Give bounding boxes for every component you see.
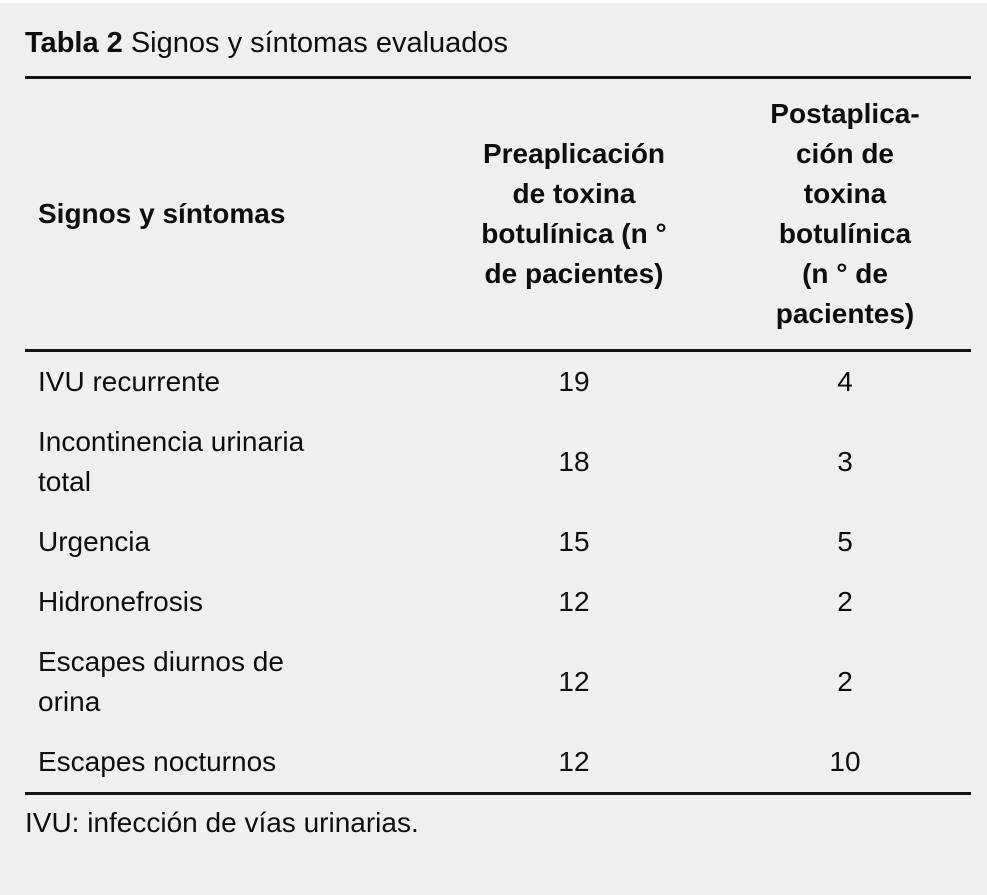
table-footnote: IVU: infección de vías urinarias. xyxy=(25,807,419,838)
table-row: Hidronefrosis 12 2 xyxy=(25,572,971,632)
signs-symptoms-table: Signos y síntomas Preaplicación de toxin… xyxy=(25,79,971,349)
table-row: Urgencia 15 5 xyxy=(25,512,971,572)
row-label-cell: IVU recurrente xyxy=(38,366,221,397)
row-label-cell: Incontinencia urinaria total xyxy=(38,426,305,497)
row-label-cell: Urgencia xyxy=(38,526,151,557)
table-row: IVU recurrente 19 4 xyxy=(25,352,971,412)
table-card: Tabla 2 Signos y síntomas evaluados Sign… xyxy=(0,3,987,895)
header-signs-symptoms: Signos y síntomas xyxy=(38,198,286,229)
table-title: Tabla 2 Signos y síntomas evaluados xyxy=(25,23,971,63)
pre-value-cell: 12 xyxy=(558,586,590,617)
pre-value-cell: 12 xyxy=(558,666,590,697)
row-label-cell: Escapes nocturnos xyxy=(38,746,277,777)
table-row: Escapes nocturnos 12 10 xyxy=(25,732,971,792)
row-label-cell: Escapes diurnos de orina xyxy=(38,646,284,717)
table-header: Signos y síntomas Preaplicación de toxin… xyxy=(25,79,971,349)
post-value-cell: 4 xyxy=(837,366,853,397)
table-row: Escapes diurnos de orina 12 2 xyxy=(25,632,971,732)
pre-value-cell: 18 xyxy=(558,446,590,477)
table-caption: Signos y síntomas evaluados xyxy=(130,27,509,59)
post-value-cell: 10 xyxy=(829,746,861,777)
table-number: Tabla 2 xyxy=(25,27,123,59)
row-label-cell: Hidronefrosis xyxy=(38,586,203,617)
header-rule xyxy=(25,349,971,352)
pre-value-cell: 15 xyxy=(558,526,590,557)
top-rule xyxy=(25,76,971,79)
pre-value-cell: 19 xyxy=(558,366,590,397)
post-value-cell: 3 xyxy=(837,446,853,477)
signs-symptoms-table-body: IVU recurrente 19 4 Incontinencia urinar… xyxy=(25,352,971,792)
header-row: Signos y síntomas Preaplicación de toxin… xyxy=(25,79,971,349)
post-value-cell: 2 xyxy=(837,666,853,697)
table-row: Incontinencia urinaria total 18 3 xyxy=(25,412,971,512)
header-pre-application: Preaplicación de toxina botulínica (n ° … xyxy=(481,138,667,289)
bottom-rule xyxy=(25,792,971,795)
pre-value-cell: 12 xyxy=(558,746,590,777)
post-value-cell: 2 xyxy=(837,586,853,617)
post-value-cell: 5 xyxy=(837,526,853,557)
header-post-application: Postaplica- ción de toxina botulínica (n… xyxy=(770,98,920,329)
